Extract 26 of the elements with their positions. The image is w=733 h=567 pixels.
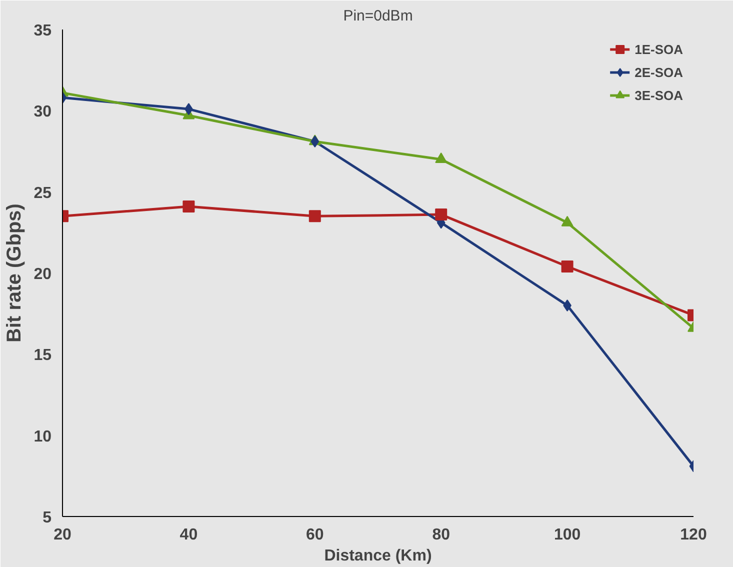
point bbox=[308, 210, 321, 222]
x-tick-label: 20 bbox=[54, 526, 72, 544]
x-axis-title: Distance (Km) bbox=[324, 548, 432, 564]
y-tick-label: 25 bbox=[34, 184, 52, 202]
x-tick-label: 100 bbox=[554, 526, 581, 544]
chart-title: Pin=0dBm bbox=[343, 8, 413, 24]
x-tick-label: 60 bbox=[306, 526, 324, 544]
y-tick-label: 35 bbox=[34, 22, 52, 40]
point bbox=[435, 152, 448, 164]
legend-label: 2E-SOA bbox=[634, 64, 683, 80]
legend-label: 3E-SOA bbox=[634, 88, 683, 102]
x-tick-label: 80 bbox=[432, 526, 450, 544]
x-tick-label: 120 bbox=[680, 526, 707, 544]
point bbox=[310, 136, 320, 148]
y-tick-label: 15 bbox=[34, 347, 52, 364]
point bbox=[561, 260, 574, 273]
y-tick-label: 5 bbox=[42, 510, 52, 526]
point bbox=[561, 216, 574, 226]
y-tick-label: 10 bbox=[34, 428, 52, 446]
x-tick-label: 40 bbox=[180, 526, 198, 544]
point bbox=[435, 208, 448, 221]
y-tick-label: 30 bbox=[34, 104, 52, 121]
y-axis-title: Bit rate (Gbps) bbox=[4, 204, 26, 342]
y-tick-label: 20 bbox=[34, 266, 52, 283]
point bbox=[182, 200, 195, 212]
legend-label: 1E-SOA bbox=[634, 42, 683, 56]
